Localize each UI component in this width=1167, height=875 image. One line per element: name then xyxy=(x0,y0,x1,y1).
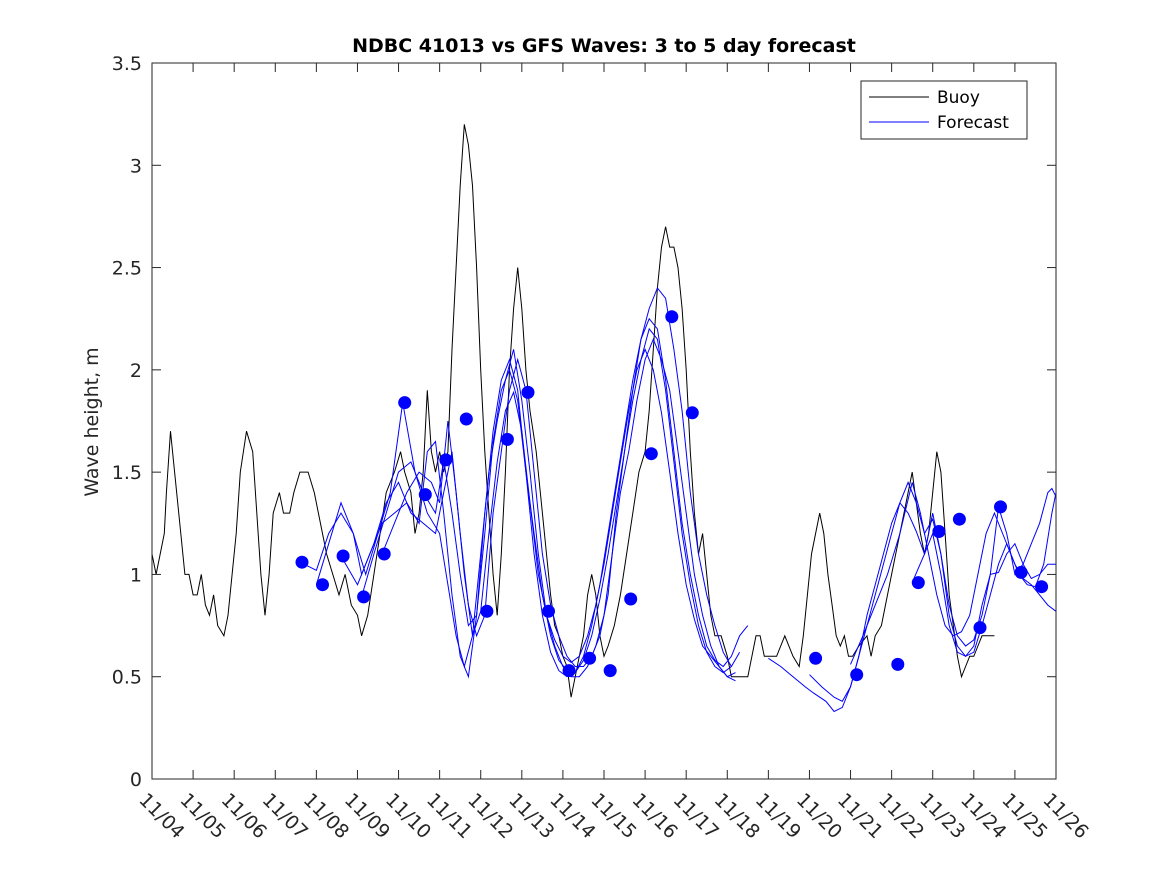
forecast-marker-27 xyxy=(994,500,1007,514)
forecast-line-3 xyxy=(340,317,749,679)
marker-layer xyxy=(295,310,1049,682)
forecast-marker-23 xyxy=(911,576,925,590)
forecast-line-5 xyxy=(381,348,736,682)
forecast-marker-10 xyxy=(500,432,514,446)
buoy-line xyxy=(151,124,995,698)
forecast-marker-7 xyxy=(439,453,453,467)
chart-title: NDBC 41013 vs GFS Waves: 3 to 5 day fore… xyxy=(352,35,856,57)
forecast-marker-28 xyxy=(1014,565,1028,579)
forecast-line-4 xyxy=(361,327,741,674)
y-tick-label-5: 2.5 xyxy=(112,258,142,280)
forecast-marker-3 xyxy=(357,590,371,604)
forecast-marker-19 xyxy=(685,406,699,420)
forecast-line-7 xyxy=(809,501,1056,702)
forecast-marker-20 xyxy=(809,651,823,665)
y-tick-label-2: 1 xyxy=(130,564,142,586)
forecast-marker-15 xyxy=(603,664,617,678)
y-tick-label-1: 0.5 xyxy=(112,667,142,689)
forecast-marker-25 xyxy=(952,512,966,526)
forecast-marker-9 xyxy=(480,604,494,618)
legend-forecast-label: Forecast xyxy=(937,113,1009,133)
forecast-marker-2 xyxy=(336,549,350,563)
forecast-marker-4 xyxy=(377,547,391,561)
forecast-marker-6 xyxy=(418,488,432,502)
forecast-marker-24 xyxy=(932,525,946,538)
forecast-marker-29 xyxy=(1035,580,1049,594)
forecast-marker-0 xyxy=(295,555,309,569)
legend-box xyxy=(860,80,1028,140)
forecast-line-8 xyxy=(850,482,1057,665)
y-tick-label-4: 2 xyxy=(130,360,142,382)
forecast-marker-8 xyxy=(459,412,473,426)
forecast-marker-26 xyxy=(973,621,987,635)
legend: Buoy Forecast xyxy=(860,80,1028,140)
forecast-marker-1 xyxy=(316,578,329,592)
y-axis-label: Wave height, m xyxy=(81,347,103,496)
forecast-marker-18 xyxy=(665,310,679,324)
y-tick-label-7: 3.5 xyxy=(112,53,142,75)
forecast-marker-17 xyxy=(644,447,658,461)
forecast-marker-11 xyxy=(521,385,535,399)
forecast-line-1 xyxy=(299,287,732,667)
forecast-marker-5 xyxy=(398,396,412,410)
y-tick-label-6: 3 xyxy=(130,155,142,177)
forecast-marker-16 xyxy=(624,592,638,606)
forecast-marker-22 xyxy=(891,657,905,671)
forecast-line-9 xyxy=(911,487,1057,647)
forecast-marker-12 xyxy=(542,604,555,618)
legend-buoy-label: Buoy xyxy=(937,88,980,108)
forecast-marker-13 xyxy=(562,664,576,678)
y-tick-label-0: 0 xyxy=(130,769,142,791)
y-tick-label-3: 1.5 xyxy=(112,462,142,484)
forecast-marker-21 xyxy=(850,668,864,682)
forecast-marker-14 xyxy=(583,651,597,665)
